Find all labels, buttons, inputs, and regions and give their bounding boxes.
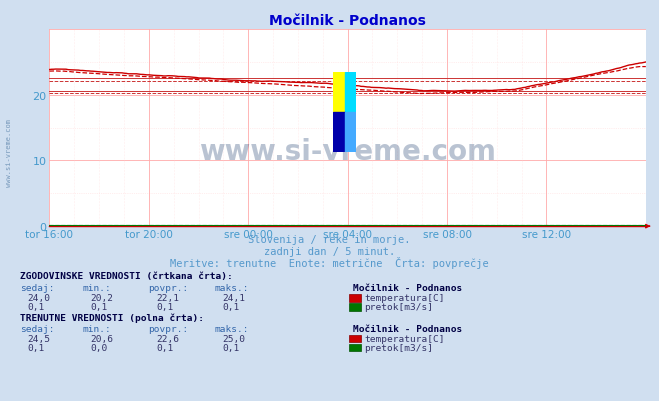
Bar xyxy=(345,73,356,113)
Text: 0,1: 0,1 xyxy=(28,343,45,352)
Text: min.:: min.: xyxy=(82,324,111,333)
Text: Slovenija / reke in morje.: Slovenija / reke in morje. xyxy=(248,235,411,245)
Text: maks.:: maks.: xyxy=(214,324,248,333)
Text: ZGODOVINSKE VREDNOSTI (črtkana črta):: ZGODOVINSKE VREDNOSTI (črtkana črta): xyxy=(20,272,233,281)
Text: pretok[m3/s]: pretok[m3/s] xyxy=(364,303,434,312)
Text: 25,0: 25,0 xyxy=(222,334,245,343)
Text: 0,1: 0,1 xyxy=(156,303,173,312)
Text: TRENUTNE VREDNOSTI (polna črta):: TRENUTNE VREDNOSTI (polna črta): xyxy=(20,312,204,322)
Bar xyxy=(333,73,345,113)
Text: 24,0: 24,0 xyxy=(28,294,51,303)
Text: sedaj:: sedaj: xyxy=(20,324,54,333)
Text: 24,1: 24,1 xyxy=(222,294,245,303)
Text: Močilnik - Podnanos: Močilnik - Podnanos xyxy=(353,324,462,333)
Text: 24,5: 24,5 xyxy=(28,334,51,343)
Text: www.si-vreme.com: www.si-vreme.com xyxy=(199,138,496,166)
Text: zadnji dan / 5 minut.: zadnji dan / 5 minut. xyxy=(264,247,395,257)
Text: temperatura[C]: temperatura[C] xyxy=(364,334,445,343)
Text: Močilnik - Podnanos: Močilnik - Podnanos xyxy=(353,284,462,293)
Text: 20,2: 20,2 xyxy=(90,294,113,303)
Text: povpr.:: povpr.: xyxy=(148,284,188,293)
Bar xyxy=(345,113,356,153)
Text: 20,6: 20,6 xyxy=(90,334,113,343)
Text: 0,1: 0,1 xyxy=(90,303,107,312)
Text: 0,1: 0,1 xyxy=(222,343,239,352)
Text: 22,1: 22,1 xyxy=(156,294,179,303)
Text: Meritve: trenutne  Enote: metrične  Črta: povprečje: Meritve: trenutne Enote: metrične Črta: … xyxy=(170,257,489,269)
Text: 0,1: 0,1 xyxy=(28,303,45,312)
Text: maks.:: maks.: xyxy=(214,284,248,293)
Text: temperatura[C]: temperatura[C] xyxy=(364,294,445,303)
Text: 0,1: 0,1 xyxy=(156,343,173,352)
Title: Močilnik - Podnanos: Močilnik - Podnanos xyxy=(269,14,426,28)
Text: sedaj:: sedaj: xyxy=(20,284,54,293)
Text: min.:: min.: xyxy=(82,284,111,293)
Text: pretok[m3/s]: pretok[m3/s] xyxy=(364,343,434,352)
Text: 0,0: 0,0 xyxy=(90,343,107,352)
Bar xyxy=(333,113,345,153)
Text: 0,1: 0,1 xyxy=(222,303,239,312)
Text: povpr.:: povpr.: xyxy=(148,324,188,333)
Text: 22,6: 22,6 xyxy=(156,334,179,343)
Text: www.si-vreme.com: www.si-vreme.com xyxy=(5,118,12,186)
